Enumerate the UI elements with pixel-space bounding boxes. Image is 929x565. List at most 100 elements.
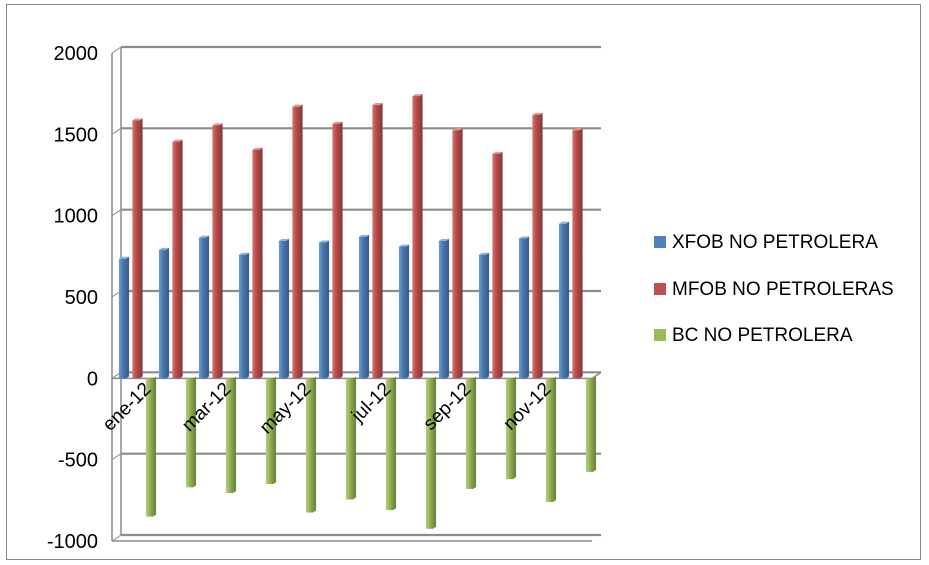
bar-side xyxy=(419,94,423,379)
bar-top xyxy=(212,123,223,126)
bar-side xyxy=(513,376,517,480)
bar xyxy=(518,238,527,379)
bar-top xyxy=(332,121,343,124)
bar xyxy=(118,258,127,379)
bar xyxy=(358,236,367,379)
bar-side xyxy=(459,128,463,379)
bar xyxy=(238,254,247,379)
bar-side xyxy=(153,376,157,517)
bar-top xyxy=(518,236,530,239)
bar-side xyxy=(179,139,183,379)
bar xyxy=(532,114,540,379)
gridline-depth xyxy=(111,534,122,542)
bar xyxy=(572,130,580,379)
bar-top xyxy=(318,240,330,243)
gridline-depth xyxy=(111,453,122,461)
gridline-depth xyxy=(111,46,122,54)
bar-side xyxy=(593,376,597,472)
bar-side xyxy=(366,234,370,379)
bar-side xyxy=(526,236,530,379)
bar-top xyxy=(278,238,290,241)
zero-line-depth xyxy=(591,371,602,379)
bar-side xyxy=(379,103,383,379)
bar xyxy=(545,378,554,502)
bar xyxy=(158,249,167,379)
bar-side xyxy=(539,112,543,379)
bar-side xyxy=(326,240,330,379)
bar-side xyxy=(579,128,583,379)
bar-side xyxy=(193,376,197,488)
bar xyxy=(585,378,594,472)
legend-swatch xyxy=(654,236,666,248)
bar xyxy=(225,378,234,494)
bar-top xyxy=(358,234,370,237)
legend: XFOB NO PETROLERA MFOB NO PETROLERAS BC NO… xyxy=(654,232,894,346)
bar xyxy=(252,149,260,379)
bar xyxy=(478,254,487,379)
bar-side xyxy=(339,121,343,379)
bar xyxy=(505,378,514,480)
bar-side xyxy=(246,252,250,379)
gridline-depth xyxy=(111,209,122,217)
y-tick-label: 1000 xyxy=(54,206,99,228)
bar-top xyxy=(412,94,423,97)
legend-label: XFOB NO PETROLERA xyxy=(672,232,878,253)
y-axis-tick-labels: 2000 1500 1000 500 0 -500 -1000 xyxy=(47,43,98,553)
bar xyxy=(318,242,327,379)
bar-side xyxy=(139,118,143,379)
bar xyxy=(332,123,340,379)
bar-top xyxy=(572,128,583,131)
bar-side xyxy=(166,247,170,379)
bar-top xyxy=(478,252,490,255)
bar-side xyxy=(566,221,570,379)
bar-side xyxy=(446,238,450,379)
bar xyxy=(425,378,434,529)
bar-top xyxy=(238,252,250,255)
bar-top xyxy=(492,151,503,154)
bar xyxy=(172,141,180,379)
y-tick-label: -500 xyxy=(58,450,98,472)
bar xyxy=(558,223,567,379)
legend-swatch xyxy=(654,329,666,341)
bar xyxy=(385,378,394,511)
legend-label: MFOB NO PETROLERAS xyxy=(672,279,894,300)
bar-side xyxy=(273,376,277,485)
bar xyxy=(278,240,287,379)
bar-side xyxy=(499,151,503,379)
bar xyxy=(452,130,460,379)
bar-top xyxy=(558,221,570,224)
bar-top xyxy=(398,244,410,247)
bar xyxy=(145,378,154,517)
bar-side xyxy=(259,147,263,379)
bar-top xyxy=(452,128,463,131)
bar-top xyxy=(158,247,170,250)
legend-swatch xyxy=(654,283,666,295)
bar-top xyxy=(252,147,263,150)
bar xyxy=(212,125,220,379)
bar-side xyxy=(219,123,223,379)
bar-side xyxy=(233,376,237,494)
bars xyxy=(118,94,597,529)
bar-top xyxy=(292,104,303,107)
bar-top xyxy=(132,118,143,121)
bar-side xyxy=(313,376,317,513)
bar-top xyxy=(172,139,183,142)
x-axis-tick-labels: ene-12 mar-12 may-12 jul-12 sep-12 nov-12 xyxy=(99,379,556,439)
bar xyxy=(292,106,300,379)
bar xyxy=(132,120,140,379)
bar-side xyxy=(486,252,490,379)
bar xyxy=(398,246,407,379)
bar-side xyxy=(433,376,437,529)
bar-side xyxy=(553,376,557,502)
bar xyxy=(345,378,354,500)
bar xyxy=(492,153,500,379)
bar-side xyxy=(393,376,397,511)
bar-top xyxy=(372,103,383,106)
bar xyxy=(372,105,380,379)
bar xyxy=(265,378,274,485)
bar-top xyxy=(532,112,543,115)
bar-side xyxy=(299,104,303,379)
legend-label: BC NO PETROLERA xyxy=(672,325,853,346)
y-tick-label: 2000 xyxy=(54,43,99,65)
